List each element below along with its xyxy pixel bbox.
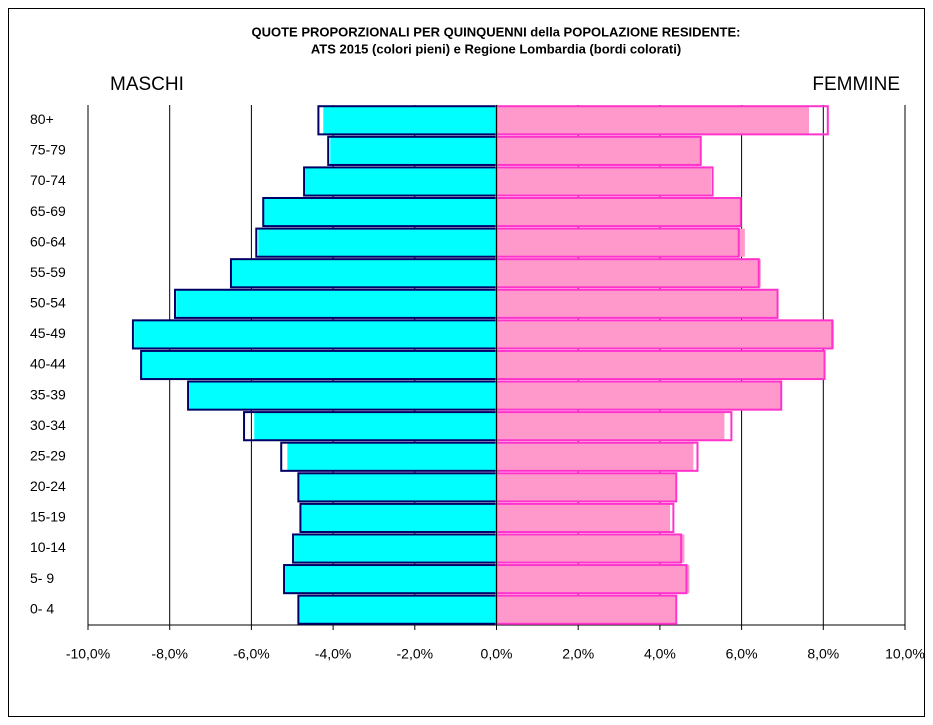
y-tick-label: 70-74 (30, 172, 66, 188)
bar (496, 442, 694, 471)
x-tick-label: 2,0% (562, 646, 594, 662)
bar (299, 473, 497, 502)
y-tick-label: 10-14 (30, 539, 66, 555)
y-tick-label: 30-34 (30, 417, 66, 433)
bar (189, 381, 497, 410)
right-label: FEMMINE (812, 74, 900, 95)
bar (496, 565, 690, 594)
y-tick-label: 40-44 (30, 356, 66, 372)
bar (141, 350, 497, 380)
bar (287, 442, 497, 471)
bar (258, 228, 497, 257)
x-tick-label: -10,0% (66, 646, 110, 662)
bar (496, 320, 834, 349)
bar (496, 473, 676, 502)
bar (496, 595, 676, 624)
bar (301, 503, 497, 533)
x-tick-label: -4,0% (315, 646, 352, 662)
x-tick-label: -2,0% (397, 646, 434, 662)
bar (134, 320, 497, 349)
chart-subtitle: ATS 2015 (colori pieni) e Regione Lombar… (311, 41, 681, 56)
y-tick-label: 15-19 (30, 509, 66, 525)
chart-title: QUOTE PROPORZIONALI PER QUINQUENNI della… (252, 24, 741, 39)
bar (496, 259, 761, 288)
bar (496, 106, 810, 135)
bar (254, 412, 497, 441)
bar (285, 565, 497, 594)
bar (323, 106, 497, 135)
bar (496, 503, 671, 533)
bar (496, 289, 778, 318)
bar (496, 197, 740, 227)
bar (496, 228, 745, 257)
y-tick-label: 65-69 (30, 203, 66, 219)
bar (176, 289, 497, 318)
y-tick-label: 25-29 (30, 447, 66, 463)
bar (496, 412, 725, 441)
x-tick-label: 0,0% (481, 646, 513, 662)
bar (264, 197, 497, 227)
y-tick-label: 55-59 (30, 264, 66, 280)
bar (299, 595, 497, 624)
bar (496, 534, 685, 563)
bar (230, 259, 497, 288)
y-tick-label: 5- 9 (30, 570, 54, 586)
x-tick-label: -8,0% (151, 646, 188, 662)
x-tick-label: 10,0% (885, 646, 925, 662)
bar (330, 136, 497, 165)
bar (496, 167, 711, 196)
y-tick-label: 0- 4 (30, 600, 54, 616)
y-tick-label: 50-54 (30, 295, 66, 311)
x-tick-label: 4,0% (644, 646, 676, 662)
bar (294, 534, 497, 563)
bar (496, 350, 825, 380)
y-tick-label: 45-49 (30, 325, 66, 341)
y-tick-label: 35-39 (30, 386, 66, 402)
bar (496, 381, 782, 410)
bar (496, 136, 701, 165)
bar (305, 167, 497, 196)
x-tick-label: 8,0% (807, 646, 839, 662)
x-tick-label: -6,0% (233, 646, 270, 662)
x-tick-label: 6,0% (726, 646, 758, 662)
y-tick-label: 75-79 (30, 142, 66, 158)
left-label: MASCHI (110, 74, 184, 95)
y-tick-label: 60-64 (30, 233, 66, 249)
y-tick-label: 80+ (30, 111, 54, 127)
y-tick-label: 20-24 (30, 478, 66, 494)
